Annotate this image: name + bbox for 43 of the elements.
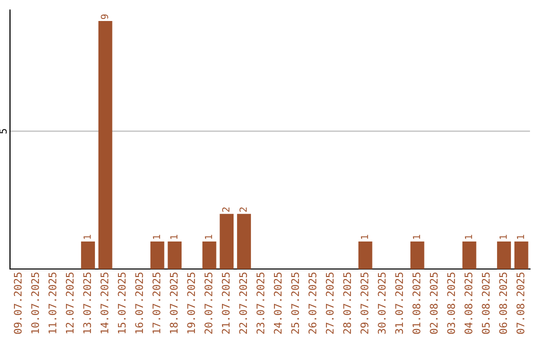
x-tick-label: 29.07.2025 (360, 272, 368, 334)
x-tick-label: 30.07.2025 (378, 272, 386, 334)
x-tick-label: 25.07.2025 (291, 272, 300, 334)
x-tick-label: 28.07.2025 (343, 272, 352, 334)
data-label: 2 (239, 207, 247, 212)
data-label: 9 (100, 14, 108, 20)
data-label: 2 (222, 207, 230, 212)
x-tick-label: 18.07.2025 (170, 272, 178, 334)
x-tick-label: 07.08.2025 (516, 272, 524, 334)
x-tick-label: 17.07.2025 (152, 272, 160, 334)
x-tick-label: 09.07.2025 (14, 272, 22, 334)
x-tick-label: 24.07.2025 (274, 272, 282, 334)
x-tick-label: 13.07.2025 (83, 272, 92, 334)
data-label: 1 (84, 234, 91, 239)
data-label: 1 (516, 234, 524, 239)
x-tick-label: 06.08.2025 (499, 272, 508, 334)
data-label: 1 (204, 234, 212, 239)
data-label: 1 (152, 234, 160, 239)
x-tick-label: 22.07.2025 (239, 272, 248, 334)
x-tick-label: 31.07.2025 (395, 272, 404, 334)
x-tick-label: 16.07.2025 (135, 272, 144, 334)
x-tick-label: 19.07.2025 (187, 272, 196, 334)
data-label: 1 (464, 234, 472, 239)
x-tick-label: 20.07.2025 (204, 272, 212, 334)
x-tick-label: 15.07.2025 (118, 272, 126, 334)
x-tick-label: 11.07.2025 (48, 272, 56, 334)
data-label: 1 (170, 234, 178, 239)
x-tick-label: 23.07.2025 (256, 272, 264, 334)
data-label: 1 (412, 234, 420, 239)
x-tick-label: 12.07.2025 (66, 272, 74, 334)
x-tick-label: 10.07.2025 (31, 272, 40, 334)
data-label: 1 (500, 234, 507, 239)
y-tick-label: 5 (0, 129, 7, 134)
x-tick-label: 14.07.2025 (100, 272, 108, 334)
x-tick-label: 27.07.2025 (326, 272, 334, 334)
x-tick-label: 02.08.2025 (430, 272, 438, 334)
x-tick-label: 03.08.2025 (447, 272, 456, 334)
x-tick-label: 01.08.2025 (412, 272, 420, 334)
x-tick-label: 26.07.2025 (308, 272, 316, 334)
x-tick-label: 04.08.2025 (464, 272, 472, 334)
x-tick-label: 05.08.2025 (482, 272, 490, 334)
data-label: 1 (360, 234, 368, 239)
x-tick-label: 21.07.2025 (222, 272, 230, 334)
